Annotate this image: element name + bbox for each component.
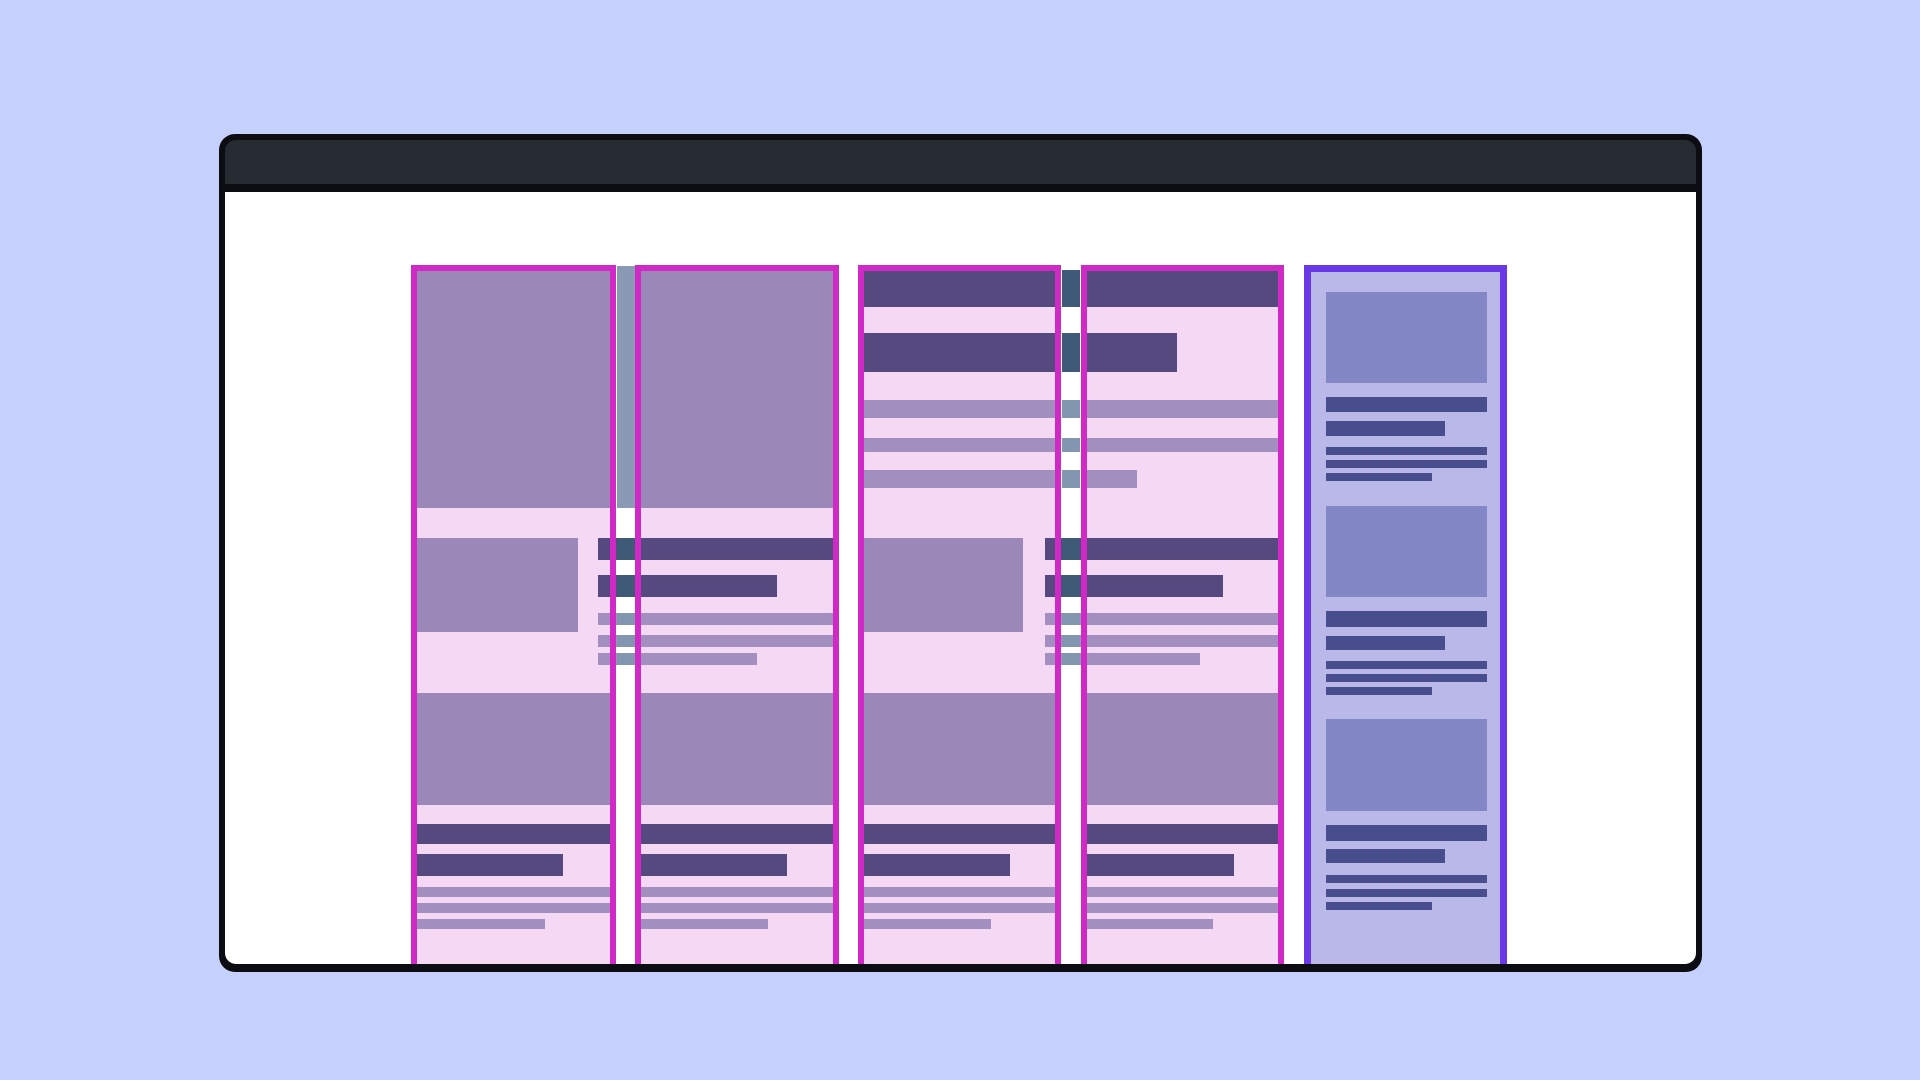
column-gap-1-segment bbox=[617, 653, 635, 665]
text-bar-dark bbox=[598, 538, 833, 560]
text-line bbox=[641, 887, 833, 897]
text-line bbox=[1087, 919, 1213, 929]
text-bar-dark bbox=[1087, 270, 1278, 307]
text-bar-dark bbox=[864, 333, 1055, 372]
text-line bbox=[641, 919, 768, 929]
text-line bbox=[1087, 470, 1137, 488]
column-gap-1-segment bbox=[617, 538, 635, 560]
text-line bbox=[1087, 887, 1278, 897]
column-gap-2-segment bbox=[1062, 538, 1080, 560]
text-bar-dark bbox=[1087, 333, 1177, 372]
text-bar-dark bbox=[1045, 575, 1223, 597]
image-placeholder bbox=[1326, 719, 1487, 811]
text-line bbox=[1045, 613, 1278, 625]
text-bar-dark bbox=[1326, 849, 1445, 863]
text-line bbox=[1326, 473, 1432, 481]
text-line bbox=[1326, 875, 1487, 883]
column-gap-1-segment bbox=[617, 266, 635, 508]
text-line bbox=[864, 903, 1055, 913]
text-line bbox=[1087, 903, 1278, 913]
text-bar-dark bbox=[1087, 854, 1234, 876]
image-placeholder bbox=[417, 270, 610, 508]
image-placeholder bbox=[864, 693, 1055, 805]
text-line bbox=[1326, 661, 1487, 669]
column-4-outline bbox=[1081, 265, 1284, 964]
text-line bbox=[1087, 400, 1278, 418]
text-bar-dark bbox=[641, 824, 833, 844]
text-line bbox=[417, 887, 610, 897]
text-line bbox=[1326, 674, 1487, 682]
column-2-outline bbox=[635, 265, 839, 964]
text-line bbox=[1045, 635, 1278, 647]
text-bar-dark bbox=[1326, 397, 1487, 412]
image-placeholder bbox=[641, 270, 833, 508]
text-line bbox=[1326, 687, 1432, 695]
column-gap-2-segment bbox=[1062, 333, 1080, 372]
text-line bbox=[864, 438, 1055, 452]
text-bar-dark bbox=[1326, 611, 1487, 627]
column-gap-1-segment bbox=[617, 613, 635, 625]
column-gap-2-segment bbox=[1062, 613, 1080, 625]
column-gap-2-segment bbox=[1062, 653, 1080, 665]
sidebar-column-outline bbox=[1304, 265, 1507, 964]
text-bar-dark bbox=[641, 854, 787, 876]
text-line bbox=[417, 903, 610, 913]
column-gap-2-segment bbox=[1062, 575, 1080, 597]
text-line bbox=[1326, 902, 1432, 910]
text-bar-dark bbox=[864, 854, 1010, 876]
text-line bbox=[864, 470, 1055, 488]
text-line bbox=[864, 919, 991, 929]
image-placeholder bbox=[641, 693, 833, 805]
text-bar-dark bbox=[1326, 636, 1445, 650]
text-bar-dark bbox=[417, 854, 563, 876]
image-placeholder bbox=[417, 538, 578, 632]
text-line bbox=[598, 635, 833, 647]
text-line bbox=[598, 613, 833, 625]
image-placeholder bbox=[417, 693, 610, 805]
column-3-outline bbox=[858, 265, 1061, 964]
image-placeholder bbox=[1087, 693, 1278, 805]
text-bar-dark bbox=[417, 824, 610, 844]
text-bar-dark bbox=[864, 270, 1055, 307]
text-line bbox=[641, 903, 833, 913]
column-gap-1-segment bbox=[617, 575, 635, 597]
column-gap-1-segment bbox=[617, 635, 635, 647]
text-bar-dark bbox=[1087, 824, 1278, 844]
text-line bbox=[1326, 447, 1487, 455]
column-gap-2-segment bbox=[1062, 400, 1080, 418]
column-1-outline bbox=[411, 265, 616, 964]
column-gap-2-segment bbox=[1062, 635, 1080, 647]
text-line bbox=[864, 887, 1055, 897]
image-placeholder bbox=[1326, 506, 1487, 597]
image-placeholder bbox=[1326, 292, 1487, 383]
image-placeholder bbox=[864, 538, 1023, 632]
text-line bbox=[864, 400, 1055, 418]
column-gap-2-segment bbox=[1062, 270, 1080, 307]
text-line bbox=[1087, 438, 1278, 452]
text-line bbox=[1326, 460, 1487, 468]
text-bar-dark bbox=[598, 575, 777, 597]
text-bar-dark bbox=[864, 824, 1055, 844]
browser-window bbox=[219, 134, 1702, 972]
multicolumn-layout bbox=[225, 192, 1696, 964]
text-bar-dark bbox=[1045, 538, 1278, 560]
text-bar-dark bbox=[1326, 825, 1487, 841]
text-bar-dark bbox=[1326, 421, 1445, 436]
browser-content-area bbox=[225, 192, 1696, 964]
text-line bbox=[417, 919, 545, 929]
text-line bbox=[1326, 889, 1487, 897]
column-gap-2-segment bbox=[1062, 470, 1080, 488]
column-gap-2-segment bbox=[1062, 438, 1080, 452]
browser-titlebar bbox=[225, 140, 1696, 184]
